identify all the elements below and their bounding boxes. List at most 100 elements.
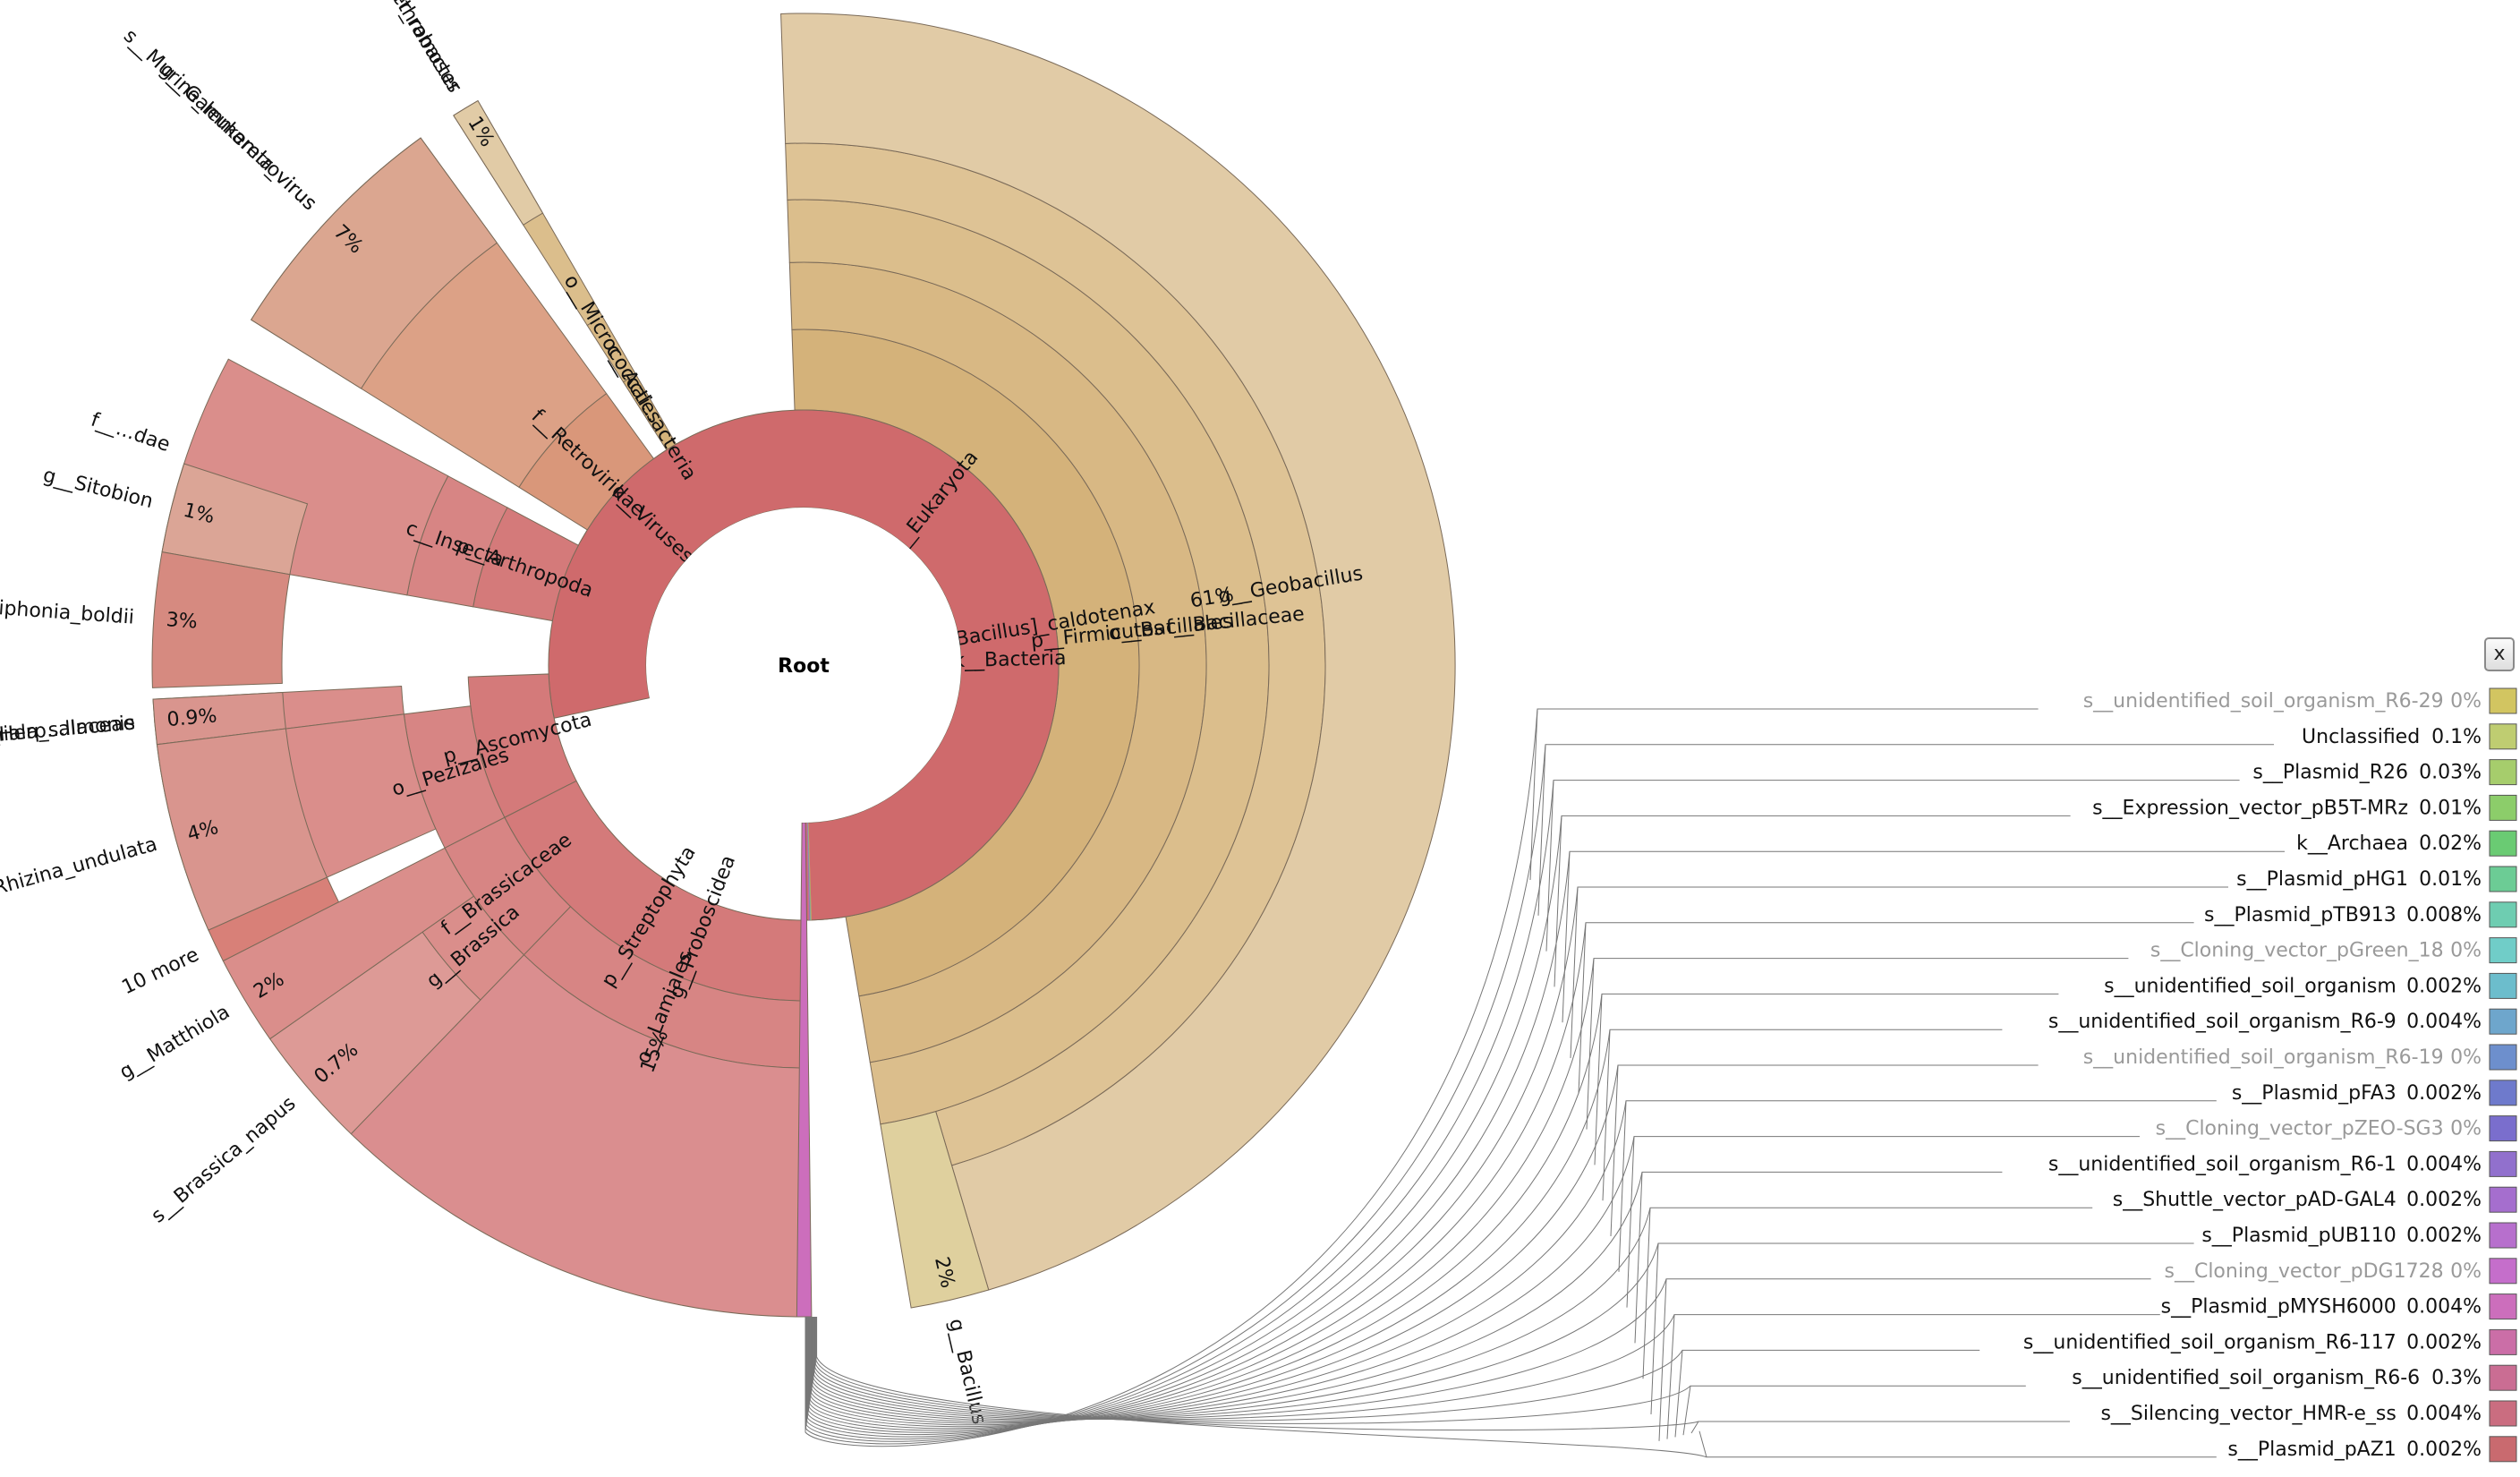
legend-label[interactable]: s__Plasmid_pMYSH6000 xyxy=(2161,1296,2397,1319)
legend-label[interactable]: s__unidentified_soil_organism_R6-29 xyxy=(2083,690,2444,713)
legend-swatch[interactable] xyxy=(2489,1400,2517,1427)
sliver-s-plasmid-pfa3[interactable] xyxy=(807,822,810,920)
legend-swatch[interactable] xyxy=(2489,794,2517,821)
legend-label[interactable]: s__unidentified_soil_organism_R6-19 xyxy=(2083,1046,2444,1069)
legend-label[interactable]: Unclassified xyxy=(2302,726,2420,748)
wedge-s-polysiphonia-boldii[interactable] xyxy=(151,551,291,688)
legend-leader-line xyxy=(1602,1029,2003,1201)
legend-label[interactable]: s__Plasmid_R26 xyxy=(2252,762,2408,784)
wedge-label-k-bacteria: k__Bacteria xyxy=(953,647,1067,672)
legend-swatch[interactable] xyxy=(2489,1222,2517,1249)
wedge-g-matthiola[interactable] xyxy=(222,847,475,1040)
legend-label[interactable]: s__Cloning_vector_pDG1728 xyxy=(2165,1260,2444,1283)
legend-pct: 0.02% xyxy=(2419,832,2482,855)
legend-label[interactable]: s__Plasmid_pUB110 xyxy=(2201,1225,2396,1247)
legend-swatch[interactable] xyxy=(2489,1080,2517,1106)
wedge-g-bacillus[interactable] xyxy=(880,1110,990,1309)
sliver-s-expression-vector-pb5t-mrz[interactable] xyxy=(808,822,812,920)
wedge-s-exophiala-salmonis[interactable] xyxy=(152,691,286,746)
sliver-s-plasmid-pub110[interactable] xyxy=(806,822,810,920)
legend-swatch[interactable] xyxy=(2489,1258,2517,1285)
legend-swatch[interactable] xyxy=(2489,1186,2517,1213)
wedge-s-bacillus-caldotenax[interactable] xyxy=(780,13,1456,1291)
legend-label[interactable]: s__unidentified_soil_organism_R6-1 xyxy=(2048,1153,2397,1175)
legend-swatch[interactable] xyxy=(2489,1328,2517,1355)
wedge-label-g-sitobion: g__Sitobion xyxy=(41,465,156,514)
legend-pct: 0% xyxy=(2450,1118,2482,1140)
legend-swatch[interactable] xyxy=(2489,1436,2517,1463)
legend-label[interactable]: s__unidentified_soil_organism_R6-117 xyxy=(2023,1331,2397,1353)
legend-leader-line xyxy=(1594,993,2059,1165)
sliver-s-plasmid-paz1[interactable] xyxy=(806,822,809,920)
legend-label[interactable]: s__Silencing_vector_HMR-e_ss xyxy=(2100,1403,2396,1425)
small-slices-legend: 0% s__unidentified_soil_organism_R6-29 0.1… xyxy=(2023,687,2517,1463)
legend-swatch[interactable] xyxy=(2489,866,2517,892)
wedge-g-sitobion[interactable] xyxy=(161,463,309,576)
legend-swatch[interactable] xyxy=(2489,1364,2517,1391)
sliver-s-unidentified-soil-organism-r6-19[interactable] xyxy=(807,822,811,920)
sliver-unclassified[interactable] xyxy=(808,822,812,920)
sliver-s-cloning-vector-pgreen-18[interactable] xyxy=(807,822,811,920)
legend-leader-curve xyxy=(805,744,1546,1445)
wedge-s-arthrobacter-ramosus[interactable] xyxy=(453,99,544,226)
legend-swatch[interactable] xyxy=(2489,1293,2517,1320)
sliver-s-plasmid-ptb913[interactable] xyxy=(807,822,811,920)
legend-leader-line xyxy=(1618,1100,2217,1272)
legend-label[interactable]: s__Expression_vector_pB5T-MRz xyxy=(2092,797,2408,819)
legend-label[interactable]: k__Archaea xyxy=(2296,832,2408,855)
wedge-s-rhizina-undulata[interactable] xyxy=(156,728,328,931)
sliver-s-unidentified-soil-organism-r6-117[interactable] xyxy=(806,822,809,920)
legend-pct: 0.004% xyxy=(2406,1011,2482,1033)
sliver-s-shuttle-vector-pad-gal4[interactable] xyxy=(806,822,810,920)
legend-swatch[interactable] xyxy=(2489,1150,2517,1177)
legend-leader-curve xyxy=(816,1317,1707,1458)
legend-swatch[interactable] xyxy=(2489,937,2517,964)
legend-leader-line xyxy=(1537,744,2274,916)
legend-swatch[interactable] xyxy=(2489,1044,2517,1071)
sliver-s-unidentified-soil-organism[interactable] xyxy=(807,822,811,920)
sliver-s-silencing-vector-hmr-e-ss[interactable] xyxy=(806,822,809,920)
sliver-s-unidentified-soil-organism-r6-29[interactable] xyxy=(808,822,812,920)
legend-pct: 0.004% xyxy=(2406,1403,2482,1425)
sliver-k-archaea[interactable] xyxy=(807,822,812,920)
sliver-s-plasmid-r26[interactable] xyxy=(808,822,812,920)
wedge-10-more[interactable] xyxy=(208,876,340,962)
wedge-g-proboscidea[interactable] xyxy=(350,953,805,1318)
sliver-s-unidentified-soil-organism-r6-9[interactable] xyxy=(807,822,811,920)
legend-swatch[interactable] xyxy=(2489,901,2517,928)
wedge-label-s-murine-leukemia-virus: s__Murine_leukemia_virus xyxy=(119,25,320,215)
legend-label[interactable]: s__unidentified_soil_organism_R6-9 xyxy=(2048,1011,2397,1033)
legend-label[interactable]: s__unidentified_soil_organism_R6-6 xyxy=(2072,1367,2420,1389)
legend-label[interactable]: s__Cloning_vector_pGreen_18 xyxy=(2150,940,2444,962)
legend-label[interactable]: s__Plasmid_pFA3 xyxy=(2232,1082,2397,1105)
legend-swatch[interactable] xyxy=(2489,723,2517,750)
close-button[interactable]: x xyxy=(2484,637,2515,671)
sliver-s-plasmid-pmysh6000[interactable] xyxy=(806,822,809,920)
wedge-s-murine-leukemia-virus[interactable] xyxy=(250,137,498,389)
legend-swatch[interactable] xyxy=(2489,830,2517,857)
legend-leader-line xyxy=(1682,1385,2026,1436)
sliver-s-cloning-vector-pdg1728[interactable] xyxy=(806,822,810,920)
legend-swatch[interactable] xyxy=(2489,1008,2517,1035)
wedge-label-f-aphididae: f__...dae xyxy=(88,409,173,457)
legend-leader-curve xyxy=(807,886,1579,1436)
legend-label[interactable]: s__Plasmid_pAZ1 xyxy=(2227,1439,2396,1461)
sliver-s-unidentified-soil-organism-r6-6[interactable] xyxy=(806,822,809,920)
legend-swatch[interactable] xyxy=(2489,759,2517,786)
legend-leader-curve xyxy=(806,851,1571,1438)
legend-label[interactable]: s__Plasmid_pHG1 xyxy=(2236,868,2408,891)
wedge-pct-s-polysiphonia-boldii: 3% xyxy=(166,609,199,633)
sliver-s-cloning-vector-pzeo-sg3[interactable] xyxy=(807,822,810,920)
legend-swatch[interactable] xyxy=(2489,1115,2517,1142)
legend-label[interactable]: s__Shuttle_vector_pAD-GAL4 xyxy=(2113,1189,2397,1211)
sliver-s-plasmid-phg1[interactable] xyxy=(807,822,812,920)
legend-label[interactable]: s__Cloning_vector_pZEO-SG3 xyxy=(2156,1118,2444,1140)
legend-swatch[interactable] xyxy=(2489,687,2517,714)
legend-label[interactable]: s__unidentified_soil_organism xyxy=(2104,975,2397,997)
legend-label[interactable]: s__Plasmid_pTB913 xyxy=(2204,904,2397,926)
root-center-circle[interactable] xyxy=(646,508,961,823)
legend-pct: 0.004% xyxy=(2406,1153,2482,1175)
legend-leader-curve xyxy=(810,1064,1619,1426)
sliver-s-unidentified-soil-organism-r6-1[interactable] xyxy=(806,822,810,920)
legend-swatch[interactable] xyxy=(2489,972,2517,999)
